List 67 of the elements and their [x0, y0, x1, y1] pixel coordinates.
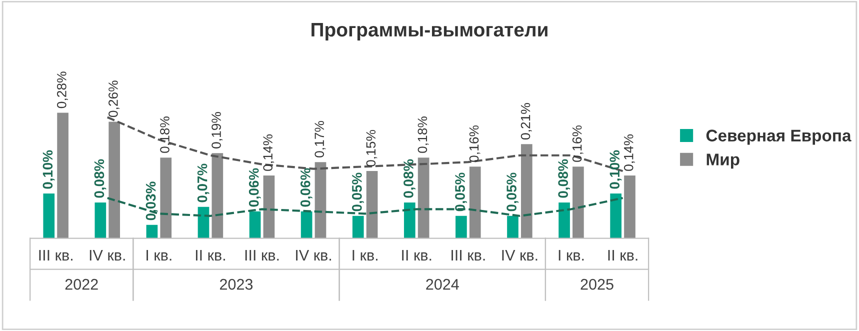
data-label: 0,28%	[56, 72, 68, 108]
data-label: 0,03%	[146, 182, 158, 220]
data-label: 0,18%	[160, 116, 171, 153]
bar	[352, 216, 364, 238]
bar	[300, 211, 312, 238]
data-label: 0,05%	[506, 172, 518, 212]
x-tick-label: I кв.	[352, 250, 378, 261]
bar	[507, 216, 518, 238]
bar	[558, 202, 570, 238]
bar	[610, 193, 622, 238]
data-label: 0,05%	[352, 172, 364, 212]
data-label: 0,05%	[455, 172, 467, 212]
data-label: 0,07%	[197, 164, 210, 202]
bar	[366, 171, 378, 238]
data-label: 0,26%	[108, 80, 120, 118]
x-tick-label: IV кв.	[90, 250, 125, 261]
data-label: 0,17%	[314, 120, 326, 158]
x-tick-label: I кв.	[146, 250, 172, 261]
bar	[249, 211, 261, 238]
x-tick-label: IV кв.	[502, 250, 538, 261]
data-label: 0,16%	[572, 125, 584, 162]
bar	[263, 176, 275, 238]
data-label: 0,14%	[624, 134, 635, 171]
data-label: 0,06%	[248, 168, 261, 207]
text: 2025	[580, 278, 614, 290]
data-label: 0,15%	[366, 130, 378, 166]
bar	[572, 166, 584, 238]
legend-label: Северная Европа	[706, 130, 852, 145]
bar	[469, 166, 481, 238]
data-label: 0,08%	[558, 159, 570, 198]
bar	[108, 122, 120, 238]
data-label: 0,21%	[520, 103, 532, 140]
bar	[94, 202, 106, 238]
bar	[404, 202, 416, 238]
bar	[520, 144, 532, 238]
bar	[57, 112, 68, 238]
bar	[43, 193, 55, 238]
text: 2024	[426, 278, 459, 290]
x-tick-label: III кв.	[39, 250, 72, 261]
bar	[160, 158, 172, 238]
bar	[198, 206, 210, 238]
bar	[456, 216, 467, 238]
x-tick-label: IV кв.	[296, 250, 332, 261]
bar	[146, 224, 158, 238]
x-tick-label: II кв.	[608, 250, 638, 261]
x-tick-label: II кв.	[402, 250, 432, 261]
x-tick-label: III кв.	[245, 250, 279, 261]
bar	[624, 176, 636, 238]
legend-label: Мир	[706, 154, 740, 169]
text: 2022	[65, 278, 98, 290]
data-label: 0,08%	[404, 159, 416, 198]
bar	[212, 153, 224, 238]
data-label: 0,19%	[212, 112, 223, 148]
data-label: 0,18%	[418, 116, 429, 153]
bar	[314, 162, 326, 238]
bar	[418, 158, 430, 238]
data-label: 0,10%	[42, 150, 55, 189]
data-label: 0,06%	[300, 168, 312, 207]
x-tick-label: III кв.	[452, 250, 485, 261]
chart-title: Программы-вымогатели	[312, 23, 548, 40]
data-label: 0,16%	[469, 125, 480, 162]
data-label: 0,10%	[610, 150, 622, 189]
x-tick-label: I кв.	[558, 250, 584, 261]
data-label: 0,14%	[263, 134, 274, 171]
x-tick-label: II кв.	[196, 250, 225, 261]
text: 2023	[220, 278, 253, 290]
data-label: 0,08%	[94, 159, 106, 198]
